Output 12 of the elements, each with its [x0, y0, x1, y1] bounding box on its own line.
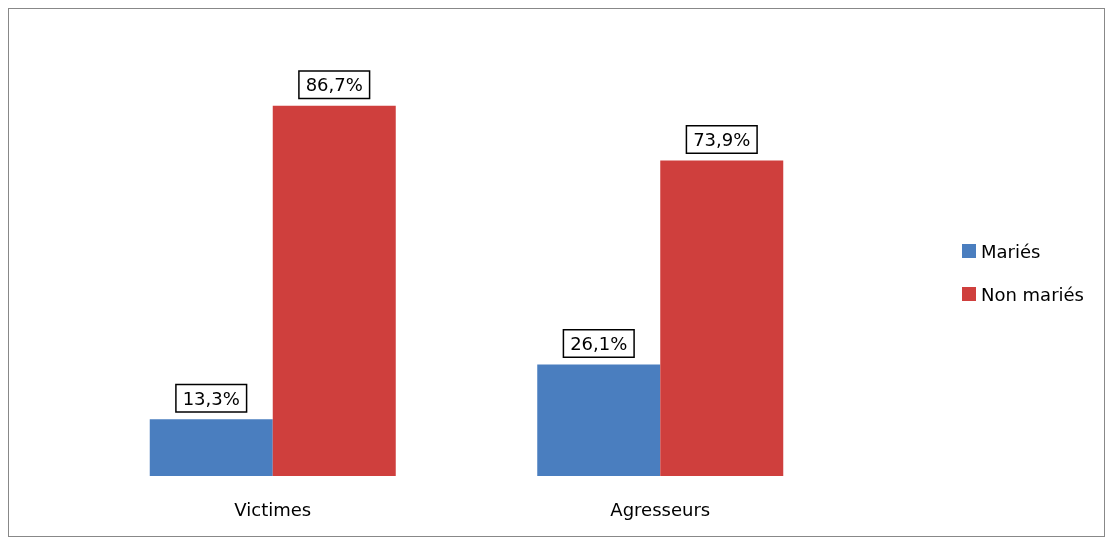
x-tick-label: Agresseurs — [610, 498, 711, 520]
legend-label: Non mariés — [980, 283, 1085, 305]
data-label: 86,7% — [305, 74, 363, 96]
bar — [537, 364, 661, 476]
bar — [149, 419, 273, 476]
legend-label: Mariés — [980, 240, 1041, 262]
x-tick-label: Victimes — [234, 498, 312, 520]
data-label: 73,9% — [693, 128, 751, 150]
data-label: 26,1% — [570, 333, 628, 355]
data-label: 13,3% — [182, 387, 240, 409]
bar — [272, 105, 396, 476]
bar — [660, 160, 784, 476]
